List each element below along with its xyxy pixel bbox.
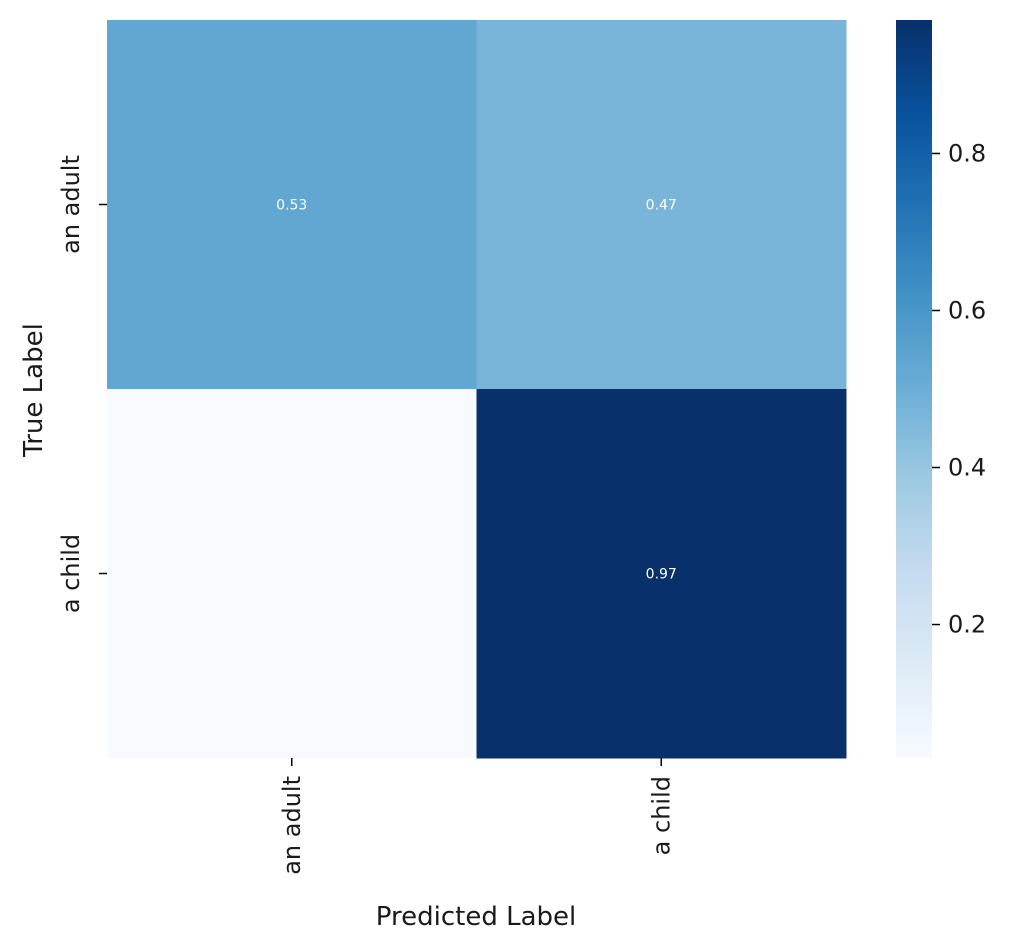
y-axis-label: True Label bbox=[19, 323, 49, 458]
heatmap-cell bbox=[107, 389, 477, 759]
heatmap-cell bbox=[476, 389, 847, 759]
cell-annotation: 0.47 bbox=[646, 198, 677, 214]
heatmap-cell bbox=[476, 20, 847, 390]
x-axis-label: Predicted Label bbox=[376, 902, 576, 932]
x-tick-label: a child bbox=[647, 776, 675, 855]
x-tick-label: an adult bbox=[278, 776, 306, 875]
y-tick-label: a child bbox=[57, 534, 85, 613]
colorbar-tick-label: 0.8 bbox=[948, 139, 986, 167]
cell-annotations: 0.53 0.47 0.97 bbox=[276, 198, 677, 583]
colorbar-tick-label: 0.4 bbox=[948, 454, 986, 482]
y-axis-ticks: an adult a child bbox=[57, 155, 107, 613]
y-tick-label: an adult bbox=[57, 155, 85, 254]
colorbar-ticks: 0.2 0.4 0.6 0.8 bbox=[932, 139, 986, 639]
colorbar-tick-label: 0.6 bbox=[948, 296, 986, 324]
colorbar bbox=[896, 20, 932, 758]
cell-annotation: 0.97 bbox=[646, 567, 677, 583]
heatmap-cells bbox=[107, 20, 847, 759]
heatmap-cell bbox=[107, 20, 477, 390]
colorbar-tick-label: 0.2 bbox=[948, 611, 986, 639]
cell-annotation: 0.53 bbox=[276, 198, 307, 214]
x-axis-ticks: an adult a child bbox=[278, 758, 675, 875]
